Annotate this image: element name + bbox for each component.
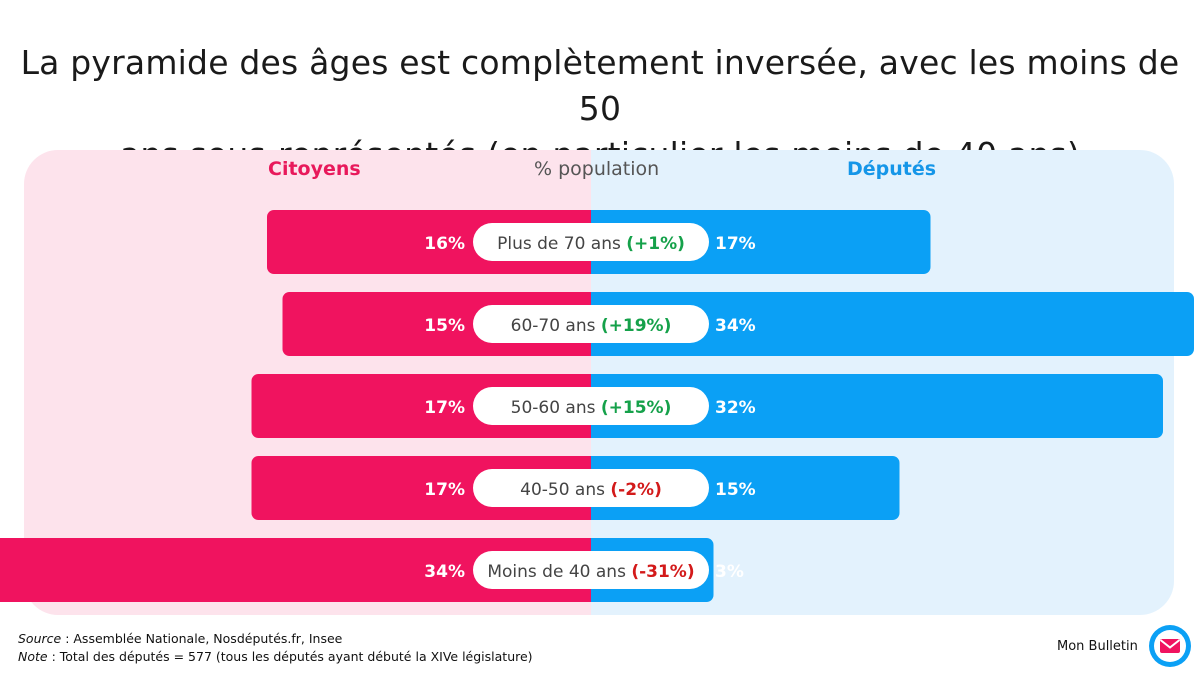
deputes-value: 17% bbox=[715, 234, 756, 254]
footer: Source : Assemblée Nationale, Nosdéputés… bbox=[18, 630, 533, 666]
brand-name: Mon Bulletin bbox=[1057, 639, 1138, 654]
category-pill bbox=[473, 469, 709, 507]
note-label: Note bbox=[18, 649, 48, 664]
deputes-bar bbox=[591, 374, 1163, 438]
delta-value: (+15%) bbox=[601, 398, 671, 418]
deputes-bar bbox=[591, 292, 1194, 356]
citoyens-value: 34% bbox=[424, 562, 465, 582]
source-text: : Assemblée Nationale, Nosdéputés.fr, In… bbox=[61, 631, 343, 646]
citoyens-value: 17% bbox=[424, 480, 465, 500]
note-line: Note : Total des députés = 577 (tous les… bbox=[18, 648, 533, 666]
deputes-value: 32% bbox=[715, 398, 756, 418]
header-citoyens: Citoyens bbox=[268, 158, 361, 180]
category-name: 60-70 ans bbox=[511, 316, 601, 336]
category-label: 50-60 ans (+15%) bbox=[511, 398, 672, 418]
category-label: Moins de 40 ans (-31%) bbox=[487, 562, 694, 582]
citoyens-bar bbox=[0, 538, 599, 602]
category-pill bbox=[473, 223, 709, 261]
header-population: % population bbox=[534, 158, 660, 180]
citoyens-value: 17% bbox=[424, 398, 465, 418]
envelope-icon bbox=[1149, 625, 1191, 667]
category-pill bbox=[473, 387, 709, 425]
source-label: Source bbox=[18, 631, 62, 646]
delta-value: (+19%) bbox=[601, 316, 671, 336]
deputes-value: 34% bbox=[715, 316, 756, 336]
source-line: Source : Assemblée Nationale, Nosdéputés… bbox=[18, 630, 533, 648]
category-name: 40-50 ans bbox=[520, 480, 610, 500]
header-deputes: Députés bbox=[847, 158, 937, 180]
delta-value: (-2%) bbox=[610, 480, 661, 500]
category-name: Moins de 40 ans bbox=[487, 562, 631, 582]
category-pill bbox=[473, 551, 709, 589]
note-text: : Total des députés = 577 (tous les dépu… bbox=[47, 649, 533, 664]
category-name: 50-60 ans bbox=[511, 398, 601, 418]
category-name: Plus de 70 ans bbox=[497, 234, 626, 254]
citoyens-value: 16% bbox=[424, 234, 465, 254]
title-line-1: La pyramide des âges est complètement in… bbox=[20, 43, 1180, 128]
deputes-value: 15% bbox=[715, 480, 756, 500]
delta-value: (-31%) bbox=[631, 562, 694, 582]
deputes-value: 3% bbox=[715, 562, 744, 582]
delta-value: (+1%) bbox=[626, 234, 685, 254]
category-pill bbox=[473, 305, 709, 343]
category-label: Plus de 70 ans (+1%) bbox=[497, 234, 685, 254]
category-label: 40-50 ans (-2%) bbox=[520, 480, 662, 500]
category-label: 60-70 ans (+19%) bbox=[511, 316, 672, 336]
citoyens-value: 15% bbox=[424, 316, 465, 336]
